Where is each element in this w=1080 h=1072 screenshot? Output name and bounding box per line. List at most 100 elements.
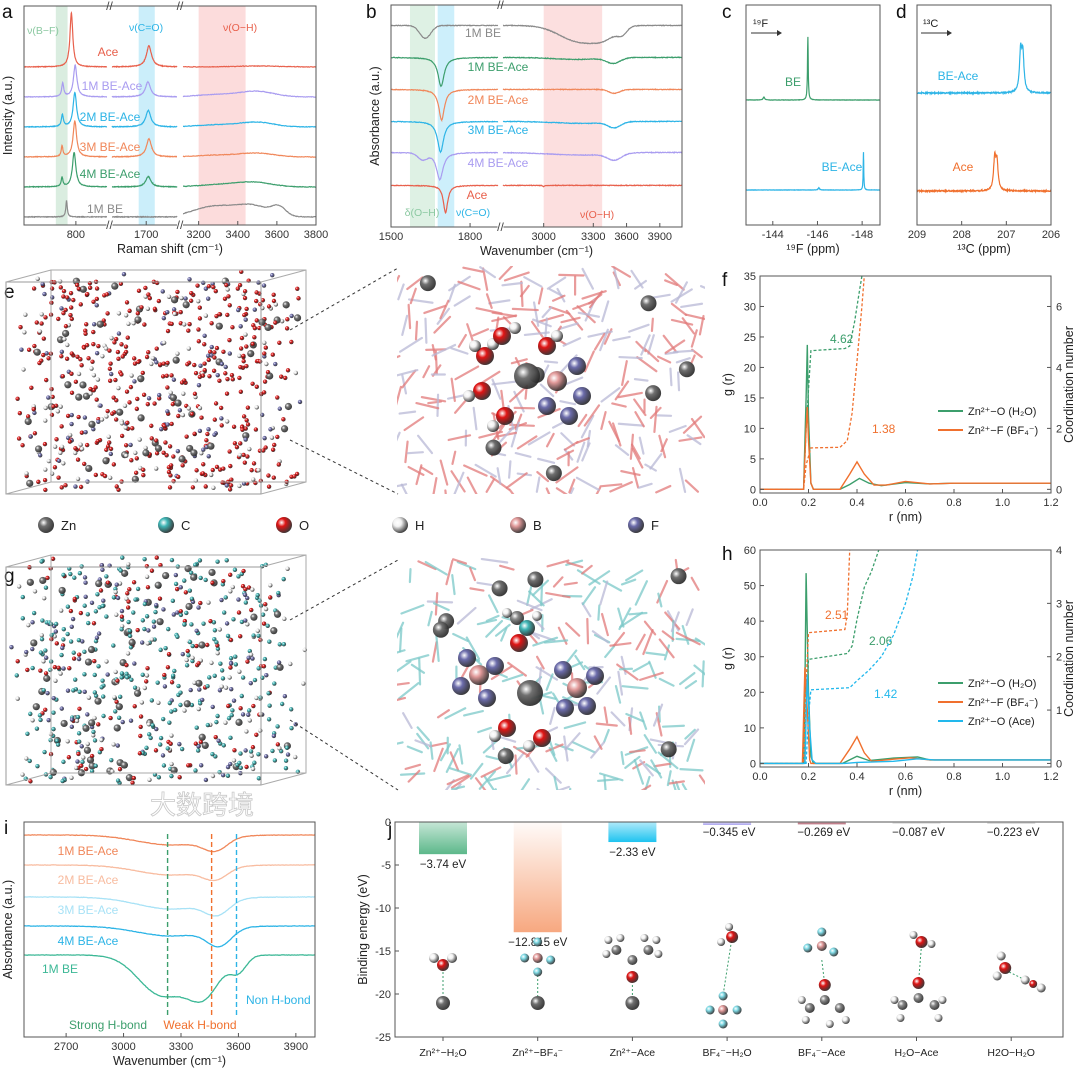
- atom-fc: [829, 947, 839, 957]
- atom-o: [237, 283, 243, 288]
- solvent-molecule-stick: [514, 451, 532, 458]
- atom-o: [184, 434, 189, 439]
- series-line-a-2: [23, 91, 108, 129]
- atom-f: [205, 296, 211, 301]
- atom-h: [78, 442, 83, 447]
- solvent-molecule-stick: [405, 654, 430, 663]
- solvent-molecule-stick: [577, 311, 600, 318]
- atom-c: [51, 726, 56, 732]
- series-label: 3M BE-Ace: [58, 903, 119, 917]
- atom-c: [115, 778, 121, 783]
- atom-o: [214, 345, 220, 351]
- atom-c: [41, 688, 46, 693]
- solvent-molecule-stick: [401, 314, 409, 337]
- x-axis-i-tick-label: 3900: [284, 1041, 308, 1053]
- atom-o: [258, 637, 263, 643]
- atom-c: [93, 693, 99, 699]
- molecule-structure-icon: [992, 951, 1046, 993]
- x-axis-title-i: Wavenumber (cm⁻¹): [113, 1054, 226, 1068]
- zoom-connector-line: [289, 267, 399, 331]
- atom-o: [192, 362, 197, 368]
- solvent-molecule-stick: [568, 478, 576, 494]
- atom-o: [77, 706, 82, 712]
- atom-f: [116, 331, 122, 336]
- atom-o: [132, 361, 138, 366]
- x-axis-c-tick-label: -144: [762, 229, 784, 241]
- atom-c: [198, 575, 203, 581]
- atom-c: [39, 559, 44, 564]
- atom-f: [242, 592, 248, 598]
- series-line-a-4: [111, 175, 178, 188]
- solvent-molecule-stick: [566, 561, 584, 569]
- atom-o: [125, 591, 130, 596]
- solvent-molecule-stick: [479, 266, 497, 279]
- atom-o: [125, 335, 130, 340]
- md-snapshot-box-e: [5, 269, 307, 495]
- atom-c: [14, 673, 19, 678]
- atom-c: [228, 735, 233, 741]
- atom-c: [142, 601, 148, 607]
- atom-h: [91, 372, 97, 378]
- atom-o: [125, 420, 130, 426]
- solvent-molecule-stick: [490, 665, 513, 681]
- solvent-molecule-stick: [617, 391, 643, 399]
- cn-curve-h-1: [760, 550, 851, 765]
- series-label: 2M BE-Ace: [58, 873, 119, 887]
- atom-o: [242, 312, 247, 318]
- solvent-molecule-stick: [686, 434, 702, 446]
- atom-zn: [30, 639, 38, 647]
- solvent-molecule-stick: [617, 422, 645, 427]
- atom-o: [18, 325, 23, 330]
- series-line-d-1: [916, 150, 1052, 194]
- atom-f: [219, 597, 224, 603]
- solvent-molecule-stick: [650, 293, 671, 299]
- atom-o: [43, 707, 48, 712]
- atom-c: [190, 643, 195, 649]
- atom-legend-item-f: F: [628, 517, 659, 533]
- atom-o: [139, 305, 144, 310]
- atom-o: [249, 468, 254, 473]
- atom-zn: [264, 323, 272, 332]
- x-axis-b-tick-label: 3600: [614, 231, 638, 243]
- solvent-molecule-stick: [535, 666, 559, 681]
- solvent-molecule-stick: [397, 649, 406, 654]
- atom-h: [277, 746, 282, 751]
- bar-5: [892, 822, 941, 824]
- atom-h: [247, 446, 252, 452]
- solvent-molecule-stick: [670, 302, 688, 316]
- atom-zn: [284, 402, 293, 411]
- series-label: 4M BE-Ace: [58, 934, 119, 948]
- atom-f: [289, 313, 294, 319]
- atom-o: [91, 299, 96, 305]
- atom-fc: [705, 1005, 715, 1015]
- atom-c: [233, 654, 238, 659]
- md-snapshot-box-g: [5, 554, 308, 786]
- atom-o: [214, 464, 220, 470]
- atom-zn: [162, 571, 170, 580]
- atom-o: [102, 473, 108, 479]
- atom-o: [246, 585, 252, 590]
- series-line-b-5: [593, 184, 683, 187]
- atom-f: [578, 697, 596, 715]
- solvent-molecule-stick: [545, 487, 551, 494]
- solvent-molecule-stick: [600, 387, 621, 403]
- atom-o: [289, 339, 294, 345]
- atom-h: [841, 1016, 850, 1024]
- atom-f: [128, 718, 134, 723]
- solvent-molecule-stick: [505, 472, 528, 489]
- atom-o: [161, 361, 166, 366]
- solvent-molecule-stick: [630, 269, 644, 289]
- atom-o: [83, 331, 88, 336]
- atom-h: [122, 403, 128, 409]
- atom-zn: [75, 393, 83, 401]
- atom-o: [168, 463, 174, 468]
- atom-c: [124, 671, 129, 677]
- atom-o: [111, 395, 116, 400]
- molecule-structure-icon: [602, 934, 663, 1010]
- x-axis-b-tick-label: 3900: [648, 231, 672, 243]
- atom-o: [196, 661, 201, 666]
- atom-o: [266, 473, 271, 478]
- atom-o: [76, 751, 81, 757]
- atom-f: [165, 409, 170, 414]
